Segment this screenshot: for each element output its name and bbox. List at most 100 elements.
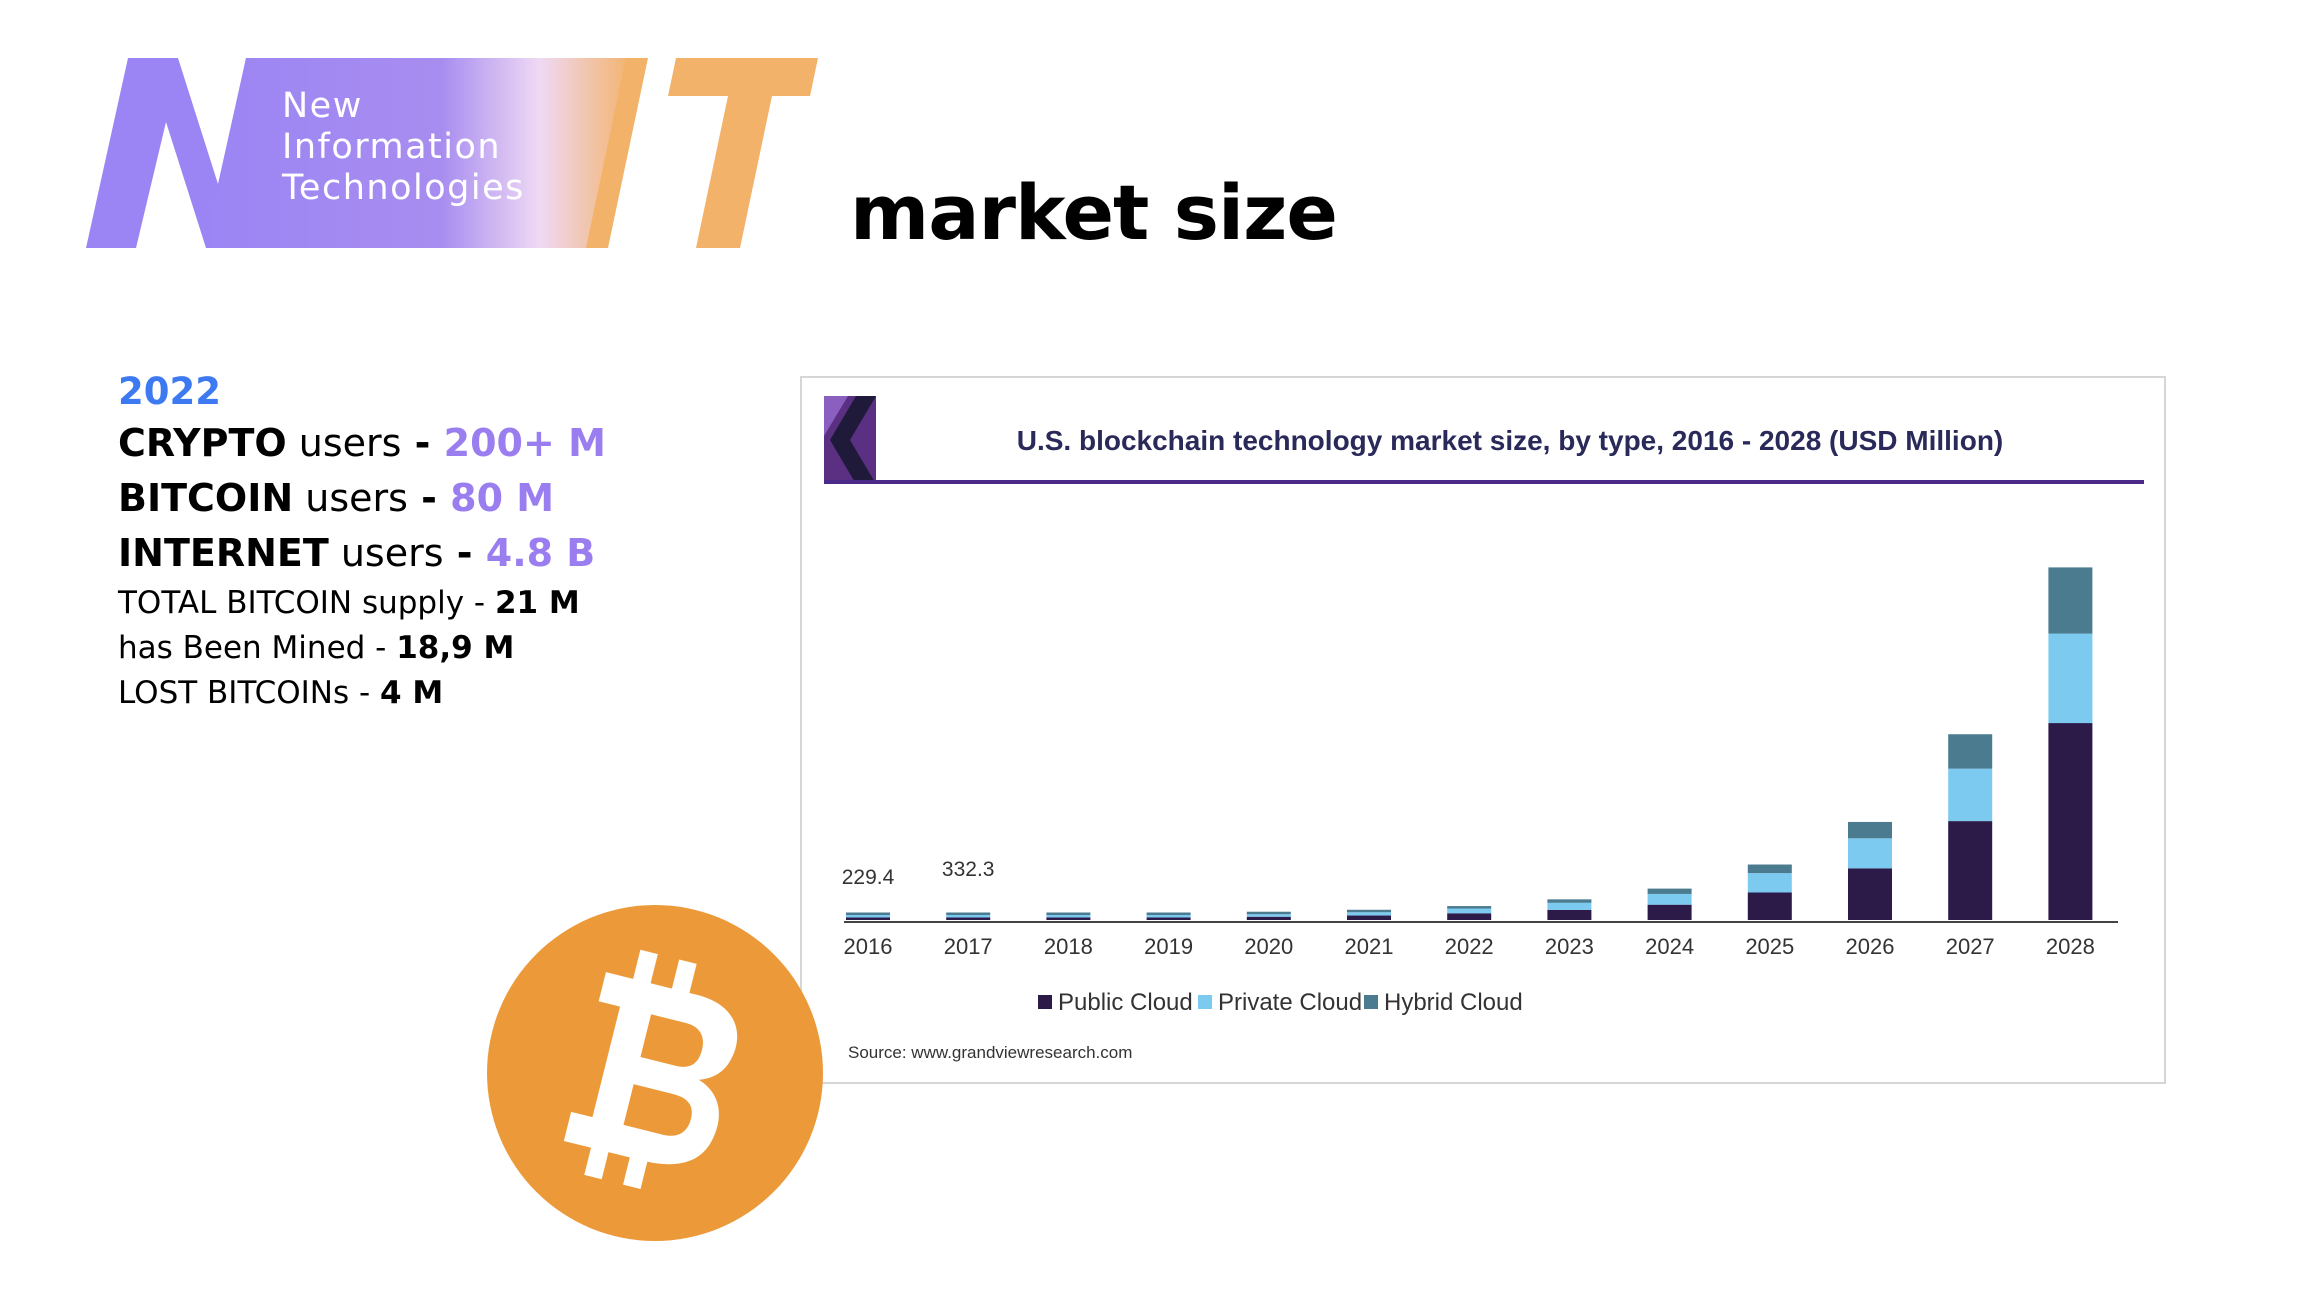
bar-2017-private-cloud — [946, 915, 991, 918]
data-labels: 229.4 332.3 — [842, 858, 995, 889]
legend-label: Private Cloud — [1218, 989, 1362, 1016]
stat-subject: INTERNET — [118, 531, 329, 575]
stat-label: users — [293, 476, 408, 520]
stat-value: 4 M — [380, 675, 444, 711]
bar-2024-private-cloud — [1647, 893, 1692, 905]
stat-value: 18,9 M — [396, 630, 515, 666]
stat-value: 21 M — [494, 585, 580, 621]
market-size-chart: U.S. blockchain technology market size, … — [824, 396, 2144, 1062]
x-tick-label: 2023 — [1545, 934, 1594, 959]
x-tick-label: 2019 — [1144, 934, 1193, 959]
logo-text: New Information Technologies — [282, 86, 525, 209]
bar-2022-private-cloud — [1447, 908, 1492, 914]
legend-swatch — [1364, 995, 1378, 1009]
stat-subject: CRYPTO — [118, 421, 287, 465]
x-tick-label: 2024 — [1645, 934, 1694, 959]
bar-2028-hybrid-cloud — [2048, 567, 2093, 634]
bar-2025-hybrid-cloud — [1747, 864, 1792, 874]
stat-row-total-supply: TOTAL BITCOIN supply - 21 M — [118, 581, 606, 626]
x-tick-label: 2016 — [844, 934, 893, 959]
bar-2027-public-cloud — [1948, 821, 1993, 920]
x-tick-label: 2028 — [2046, 934, 2095, 959]
bar-2025-private-cloud — [1747, 873, 1792, 893]
bar-2023-public-cloud — [1547, 909, 1592, 920]
chart-source: Source: www.grandviewresearch.com — [848, 1043, 1132, 1062]
bar-2021-public-cloud — [1347, 915, 1391, 920]
stat-label: LOST BITCOINs - — [118, 675, 380, 711]
chart-legend: Public Cloud Private Cloud Hybrid Cloud — [1038, 989, 1523, 1016]
stat-separator: - — [443, 531, 486, 575]
brand-logo: New Information Technologies — [86, 58, 826, 250]
page-title: market size — [850, 168, 1338, 257]
bar-2020-public-cloud — [1246, 916, 1291, 920]
logo-mark — [86, 58, 634, 248]
x-axis-labels: 2016 2017 2018 2019 2020 2021 2022 2023 2024 2025… — [844, 934, 2095, 959]
bar-2023-private-cloud — [1547, 902, 1592, 910]
stat-label: has Been Mined - — [118, 630, 397, 666]
stat-label: users — [286, 421, 402, 465]
bar-2028-public-cloud — [2048, 723, 2093, 920]
logo-line-2: Information — [282, 127, 502, 167]
x-tick-label: 2022 — [1445, 934, 1494, 959]
chart-title: U.S. blockchain technology market size, … — [1017, 425, 2004, 456]
bar-2022-hybrid-cloud — [1447, 906, 1492, 909]
stat-row-internet: INTERNET users - 4.8 B — [118, 526, 606, 581]
legend-swatch — [1198, 995, 1212, 1009]
bar-2020-private-cloud — [1246, 914, 1291, 917]
bitcoin-symbol — [563, 949, 738, 1189]
x-tick-label: 2021 — [1345, 934, 1394, 959]
stat-row-bitcoin: BITCOIN users - 80 M — [118, 471, 606, 526]
stat-row-lost: LOST BITCOINs - 4 M — [118, 671, 606, 716]
stat-row-mined: has Been Mined - 18,9 M — [118, 626, 606, 671]
bar-2024-hybrid-cloud — [1647, 888, 1692, 894]
stat-value: 4.8 B — [485, 531, 596, 575]
bar-2018-private-cloud — [1046, 915, 1091, 918]
bar-2024-public-cloud — [1647, 904, 1692, 920]
legend-label: Hybrid Cloud — [1384, 989, 1523, 1016]
bitcoin-icon — [487, 905, 823, 1241]
stat-value: 200+ M — [443, 421, 606, 465]
bar-2027-private-cloud — [1948, 768, 1993, 822]
x-tick-label: 2027 — [1946, 934, 1995, 959]
bar-2025-public-cloud — [1747, 892, 1792, 920]
stat-subject: BITCOIN — [118, 476, 294, 520]
bar-2019-hybrid-cloud — [1146, 912, 1191, 915]
bar-2023-hybrid-cloud — [1547, 899, 1592, 903]
x-tick-label: 2017 — [944, 934, 993, 959]
chart-header-logo — [824, 396, 876, 484]
bar-2019-public-cloud — [1146, 917, 1191, 920]
bar-2026-private-cloud — [1848, 838, 1892, 869]
stat-label: TOTAL BITCOIN supply - — [118, 585, 495, 621]
bar-2017-public-cloud — [946, 917, 991, 920]
bar-2018-hybrid-cloud — [1046, 912, 1091, 915]
x-tick-label: 2026 — [1846, 934, 1895, 959]
legend-label: Public Cloud — [1058, 989, 1193, 1016]
chart-title-rule — [824, 480, 2144, 484]
stats-year: 2022 — [118, 370, 221, 413]
bar-2017-hybrid-cloud — [946, 912, 991, 915]
bar-2026-hybrid-cloud — [1848, 821, 1892, 839]
stat-label: users — [328, 531, 444, 575]
stat-separator: - — [401, 421, 444, 465]
bar-2019-private-cloud — [1146, 915, 1191, 918]
bar-2028-private-cloud — [2048, 633, 2093, 724]
bar-2016-hybrid-cloud — [846, 912, 890, 915]
bar-2027-hybrid-cloud — [1948, 734, 1993, 769]
data-label: 332.3 — [942, 858, 995, 881]
bar-2021-private-cloud — [1347, 912, 1391, 916]
bar-2026-public-cloud — [1848, 868, 1892, 920]
bar-2020-hybrid-cloud — [1246, 911, 1291, 915]
bar-2022-public-cloud — [1447, 913, 1492, 920]
bar-2016-public-cloud — [846, 917, 890, 920]
logo-letters-it — [586, 58, 818, 248]
stats-panel: 2022 CRYPTO users - 200+ M BITCOIN users… — [118, 368, 606, 716]
bar-2016-private-cloud — [846, 915, 890, 918]
logo-line-1: New — [282, 86, 363, 126]
bar-2018-public-cloud — [1046, 917, 1091, 920]
chart-bars — [846, 567, 2093, 920]
x-tick-label: 2018 — [1044, 934, 1093, 959]
x-tick-label: 2025 — [1745, 934, 1794, 959]
stat-value: 80 M — [450, 476, 555, 520]
x-tick-label: 2020 — [1244, 934, 1293, 959]
bar-2021-hybrid-cloud — [1347, 909, 1391, 913]
